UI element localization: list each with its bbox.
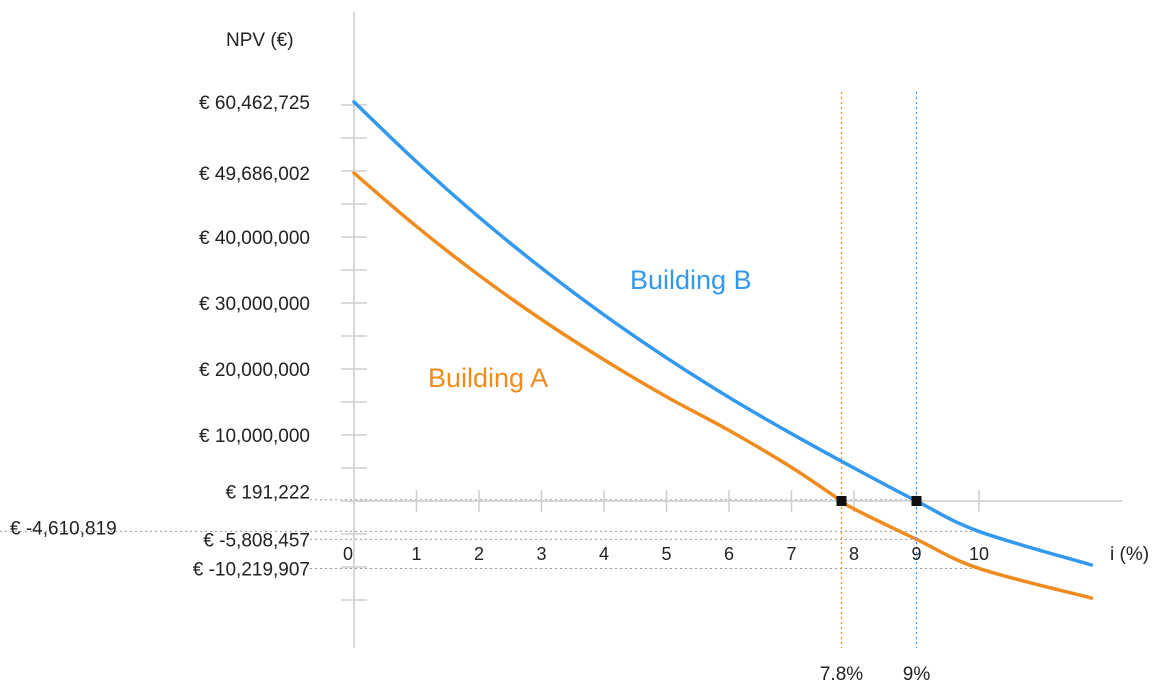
series-curves — [352, 100, 1094, 600]
series-labels: Building A Building B — [428, 265, 752, 393]
series-line — [352, 171, 1094, 600]
x-tick-label: 2 — [474, 544, 484, 564]
y-tick-label: € -4,610,819 — [10, 518, 117, 539]
y-axis-ticks — [341, 104, 367, 601]
x-tick-label: 0 — [343, 544, 353, 564]
irr-point — [836, 496, 847, 506]
x-tick-label: 9 — [911, 544, 921, 564]
y-tick-labels: € 60,462,725 € 49,686,002 € 40,000,000 € 30… — [10, 93, 310, 581]
x-tick-label: 6 — [724, 544, 734, 564]
series-label: Building A — [428, 363, 548, 393]
series-label: Building B — [630, 265, 752, 295]
y-tick-label: € -10,219,907 — [193, 559, 310, 580]
irr-label: 9% — [903, 664, 931, 682]
y-tick-label: € 30,000,000 — [199, 294, 310, 315]
y-tick-label: € 40,000,000 — [199, 228, 310, 249]
x-tick-label: 10 — [969, 544, 989, 564]
axes — [341, 12, 1122, 648]
x-tick-label: 8 — [849, 544, 859, 564]
x-tick-label: 7 — [786, 544, 796, 564]
reference-lines — [0, 499, 979, 569]
axis-labels: NPV (€) i (%) — [226, 30, 1149, 565]
irr-point — [911, 496, 922, 506]
y-tick-label: € 10,000,000 — [199, 426, 310, 447]
y-tick-label: € 60,462,725 — [199, 93, 310, 114]
series-line — [352, 100, 1094, 567]
x-tick-label: 1 — [411, 544, 421, 564]
y-tick-label: € 49,686,002 — [199, 164, 310, 185]
y-tick-label: € 20,000,000 — [199, 360, 310, 381]
x-axis-title: i (%) — [1110, 544, 1149, 565]
y-axis-title: NPV (€) — [226, 30, 294, 51]
x-tick-labels: 0 1 2 3 4 5 6 7 8 9 10 — [343, 544, 989, 564]
x-tick-label: 4 — [599, 544, 609, 564]
y-tick-label: € 191,222 — [225, 483, 310, 504]
x-tick-label: 3 — [536, 544, 546, 564]
x-tick-label: 5 — [661, 544, 671, 564]
y-tick-label: € -5,808,457 — [203, 530, 310, 551]
irr-label: 7.8% — [820, 664, 863, 682]
irr-markers: 7.8% 9% — [820, 92, 930, 682]
